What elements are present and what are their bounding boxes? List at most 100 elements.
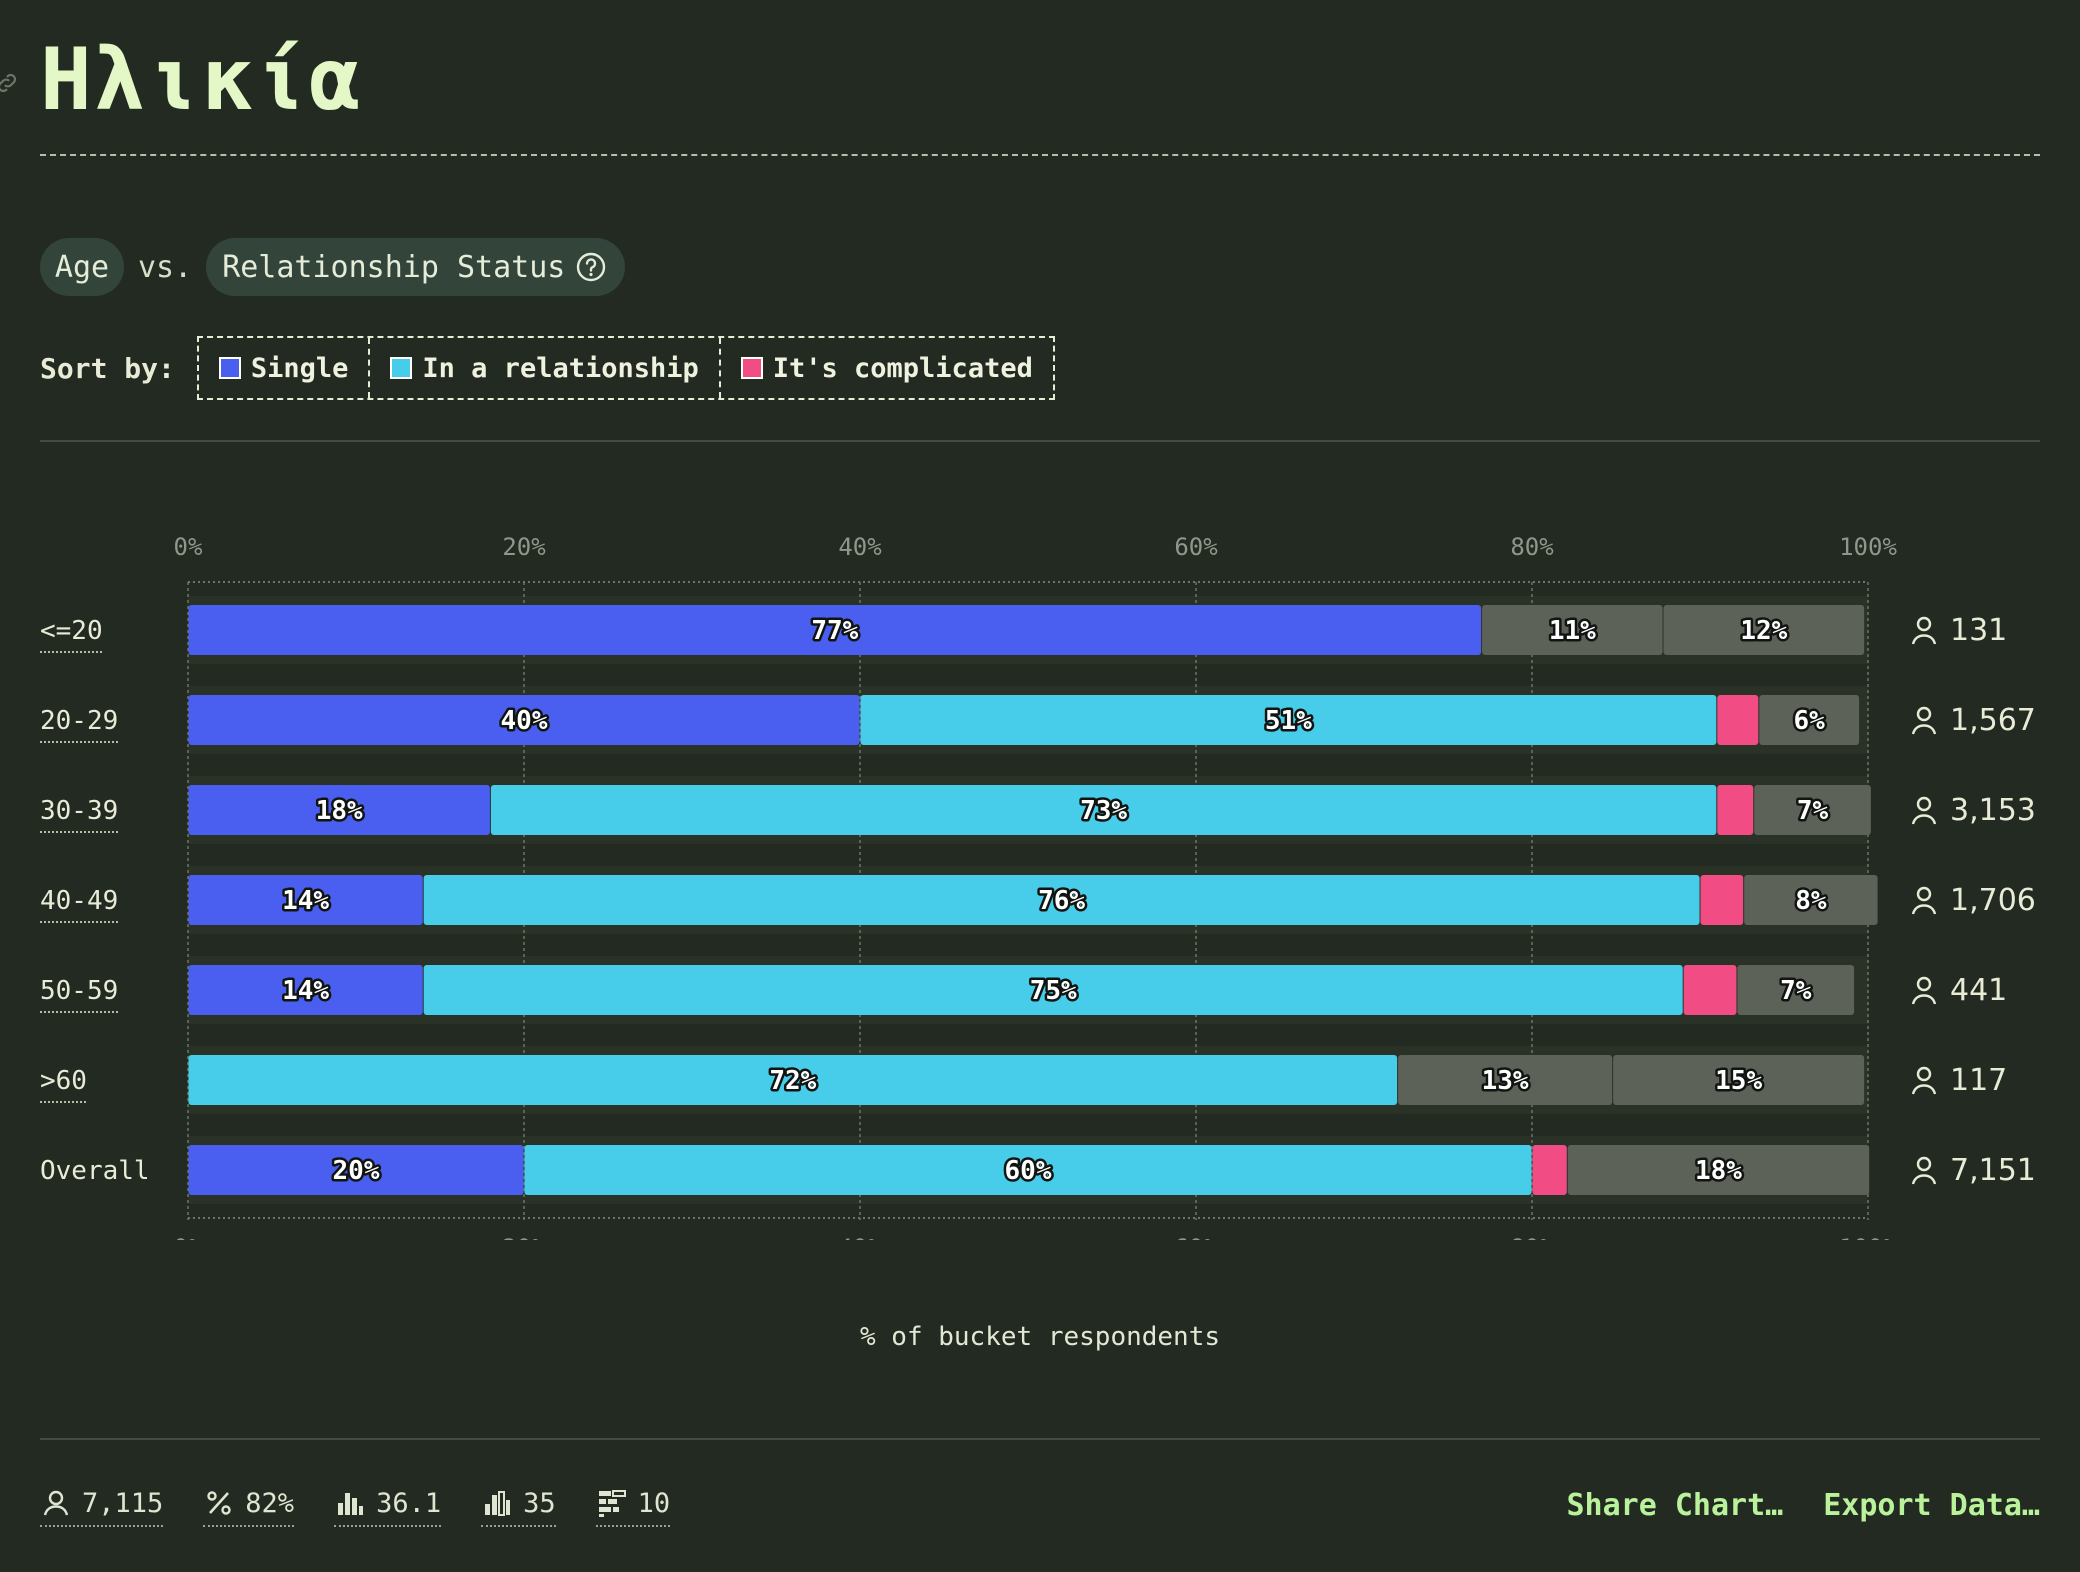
stat-percent-value: 82% [245, 1487, 295, 1519]
category-label: <=20 [40, 616, 103, 646]
person-icon [1911, 1156, 1937, 1185]
bar-segment [1754, 785, 1871, 835]
export-data-button[interactable]: Export Data… [1823, 1488, 2040, 1523]
data-label: 40% [501, 706, 548, 736]
sort-single-button[interactable]: Single [199, 338, 369, 398]
data-label: 75% [1030, 976, 1077, 1006]
bar-segment [188, 1145, 524, 1195]
bar-segment [188, 605, 1482, 655]
stat-buckets[interactable]: 10 [595, 1487, 671, 1527]
person-icon [1911, 1066, 1937, 1095]
bar-segment [188, 695, 860, 745]
y-variable-chip[interactable]: Relationship Status [206, 238, 626, 296]
x-tick-label-bottom: 80% [1510, 1234, 1554, 1240]
section-divider [40, 440, 2040, 442]
bar-segment [1398, 1055, 1613, 1105]
x-tick-label-top: 80% [1510, 533, 1554, 561]
person-icon [1911, 976, 1937, 1005]
respondent-count-value: 117 [1950, 1063, 2007, 1098]
link-icon[interactable] [0, 70, 20, 96]
x-tick-label-bottom: 20% [502, 1234, 546, 1240]
bar-segment [1683, 965, 1737, 1015]
bar-segment [1613, 1055, 1865, 1105]
bar-segment [423, 965, 1683, 1015]
stat-buckets-value: 10 [637, 1487, 671, 1519]
person-icon [43, 1490, 69, 1516]
sort-controls: Sort by: Single In a relationship It's c… [40, 336, 1055, 400]
stat-percent[interactable]: 82% [203, 1487, 295, 1527]
percent-icon [207, 1491, 231, 1515]
data-label: 12% [1740, 616, 1787, 646]
respondent-count: 117 [1911, 1063, 2007, 1098]
relationship-swatch [390, 357, 413, 379]
bar-segment [490, 785, 1717, 835]
sort-complicated-button[interactable]: It's complicated [718, 338, 1053, 398]
stat-median-value: 35 [523, 1487, 556, 1519]
data-label: 60% [1005, 1156, 1052, 1186]
bar-segment [188, 1055, 1398, 1105]
x-variable-label: Age [54, 249, 110, 285]
bar-segment [1717, 695, 1759, 745]
data-label: 14% [282, 976, 329, 1006]
stacked-bar-chart: 0% 0% 20% 20% 40% 40% 60% 60% 80% 80% 100% 100% <=20… [40, 533, 2036, 1240]
data-label: 18% [316, 796, 363, 826]
respondent-count: 1,567 [1911, 703, 2036, 738]
x-tick-label-bottom: 40% [838, 1234, 882, 1240]
bar-segment [423, 875, 1700, 925]
data-label: 76% [1038, 886, 1085, 916]
data-label: 14% [282, 886, 329, 916]
category-label: >60 [40, 1066, 87, 1096]
respondent-count: 3,153 [1911, 793, 2036, 828]
stat-respondents[interactable]: 7,115 [40, 1487, 164, 1527]
respondent-count: 131 [1911, 613, 2007, 648]
sort-single-label: Single [250, 352, 349, 384]
footer-actions: Share Chart… Export Data… [1567, 1488, 2041, 1523]
x-tick-label-top: 40% [838, 533, 882, 561]
respondent-count-value: 131 [1950, 613, 2007, 648]
x-tick-label-top: 60% [1174, 533, 1218, 561]
sort-relationship-button[interactable]: In a relationship [368, 338, 718, 398]
person-icon [1911, 796, 1937, 825]
data-label: 51% [1265, 706, 1312, 736]
x-variable-chip[interactable]: Age [40, 238, 124, 296]
bar-segment [188, 785, 490, 835]
sort-label: Sort by: [40, 351, 175, 385]
data-label: 7% [1780, 976, 1812, 1006]
bar-segment [1744, 875, 1878, 925]
stat-median[interactable]: 35 [481, 1487, 556, 1527]
single-swatch [218, 357, 241, 379]
category-label: 30-39 [40, 796, 118, 826]
bar-segment [524, 1145, 1532, 1195]
bar-segment [1759, 695, 1860, 745]
data-label: 15% [1715, 1066, 1762, 1096]
bar-segment [188, 875, 423, 925]
bar-segment [1663, 605, 1865, 655]
vs-label: vs. [138, 249, 193, 285]
data-label: 20% [333, 1156, 380, 1186]
footer-divider [40, 1438, 2040, 1440]
bar-segment [1737, 965, 1855, 1015]
data-label: 11% [1549, 616, 1596, 646]
respondent-count-value: 1,706 [1950, 883, 2036, 918]
y-variable-label: Relationship Status [222, 249, 566, 285]
bar-segment [1700, 875, 1744, 925]
stat-mean-value: 36.1 [376, 1487, 442, 1519]
share-chart-button[interactable]: Share Chart… [1566, 1488, 1784, 1523]
variable-selector: Age vs. Relationship Status [40, 238, 626, 296]
category-label: 50-59 [40, 976, 118, 1006]
data-label: 77% [811, 616, 858, 646]
category-label: 20-29 [40, 706, 118, 736]
page-title: Ηλικία [40, 30, 363, 130]
respondent-count-value: 3,153 [1950, 793, 2036, 828]
respondent-count-value: 441 [1950, 973, 2007, 1008]
stat-mean[interactable]: 36.1 [334, 1487, 442, 1527]
data-label: 7% [1797, 796, 1829, 826]
x-tick-label-bottom: 100% [1839, 1234, 1897, 1240]
data-label: 73% [1080, 796, 1127, 826]
help-icon[interactable] [575, 251, 607, 283]
person-icon [1911, 886, 1937, 915]
bar-segment [1567, 1145, 1870, 1195]
stat-respondents-value: 7,115 [82, 1487, 164, 1519]
respondent-count: 7,151 [1911, 1153, 2036, 1188]
bar-segment [860, 695, 1717, 745]
